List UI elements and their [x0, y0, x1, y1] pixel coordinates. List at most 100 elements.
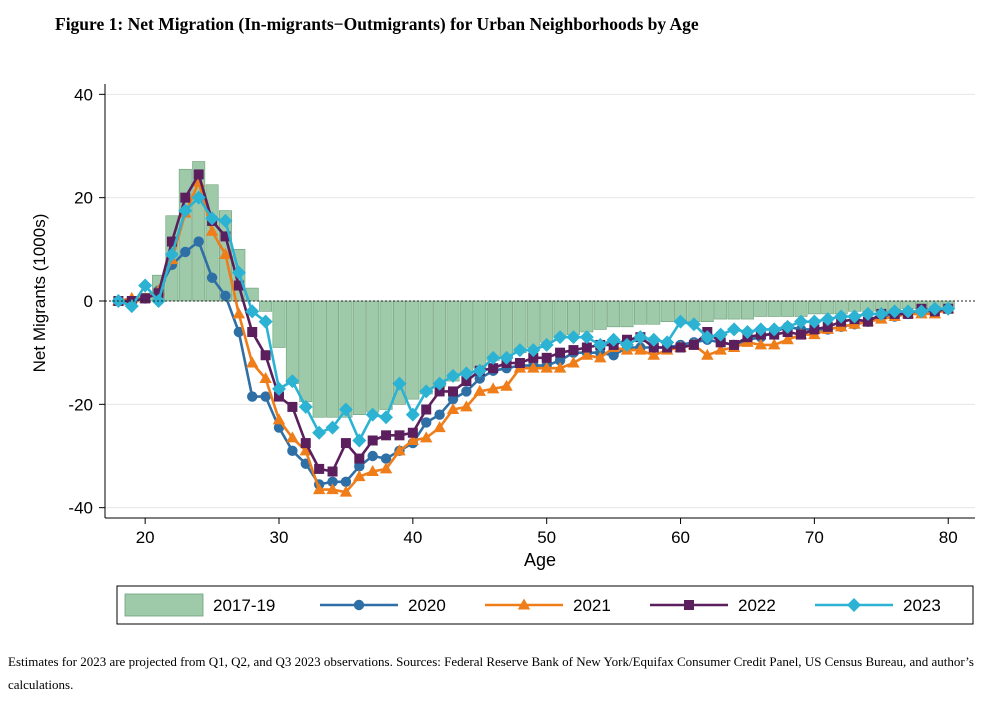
point-2022-age-30 — [274, 391, 284, 402]
point-2020-age-24 — [193, 236, 204, 247]
point-2022-age-29 — [260, 350, 271, 361]
y-tick-label: -20 — [68, 395, 93, 414]
point-2023-age-40 — [405, 407, 420, 422]
bar-2017-19-age-53 — [580, 300, 594, 333]
point-2021-age-30 — [272, 413, 286, 425]
point-2023-age-38 — [379, 410, 394, 425]
bar-2017-19-age-47 — [500, 300, 513, 359]
line-series — [111, 169, 956, 497]
point-2022-age-70 — [809, 324, 820, 335]
point-2020-age-31 — [287, 445, 298, 457]
point-2023-age-41 — [419, 384, 434, 399]
bar-2017-19-age-45 — [473, 300, 487, 369]
point-2023-age-28 — [245, 304, 260, 319]
point-2022-age-69 — [796, 329, 806, 340]
x-tick-label: 80 — [939, 528, 958, 547]
x-tick-label: 60 — [671, 528, 690, 547]
legend-swatch-marker-2021 — [517, 598, 531, 610]
point-2021-age-36 — [353, 470, 366, 482]
point-2023-age-65 — [740, 325, 755, 339]
point-2023-age-59 — [660, 335, 675, 350]
point-2023-age-32 — [298, 399, 313, 414]
bar-2017-19-age-33 — [312, 300, 326, 418]
bar-2017-19-age-59 — [660, 300, 674, 322]
bar-2017-19-age-52 — [567, 300, 580, 335]
point-2023-age-25 — [205, 211, 220, 226]
point-2023-age-47 — [499, 350, 514, 365]
legend-label-2022: 2022 — [738, 596, 776, 615]
point-2022-age-20 — [140, 293, 151, 304]
point-2023-age-27 — [231, 265, 246, 280]
point-2023-age-63 — [713, 327, 728, 342]
point-2022-age-35 — [340, 438, 351, 449]
point-2021-age-28 — [246, 356, 259, 368]
point-2023-age-29 — [258, 314, 273, 329]
x-tick-label: 40 — [403, 528, 422, 547]
bar-2017-19-age-39 — [393, 300, 406, 405]
point-2021-age-46 — [486, 382, 500, 394]
bar-2017-19-age-42 — [433, 300, 447, 387]
point-2023-age-44 — [459, 366, 474, 381]
point-2020-age-44 — [461, 386, 472, 397]
gridlines — [105, 93, 975, 509]
point-2021-age-53 — [580, 348, 594, 360]
bar-2017-19-age-67 — [767, 300, 781, 317]
bar-2017-19-age-37 — [366, 300, 380, 413]
bar-2017-19-age-38 — [379, 300, 393, 410]
point-2023-age-67 — [767, 322, 782, 337]
point-2022-age-64 — [729, 339, 740, 350]
point-2023-age-48 — [512, 343, 527, 358]
bar-2017-19-age-70 — [807, 300, 821, 315]
point-2021-age-49 — [527, 361, 540, 373]
point-2021-age-27 — [232, 307, 246, 319]
point-2020-age-36 — [354, 461, 365, 472]
bar-2017-19-age-66 — [754, 300, 768, 317]
bar-2017-19-age-55 — [607, 300, 621, 328]
point-2023-age-54 — [593, 337, 608, 352]
point-2021-age-58 — [647, 348, 660, 360]
point-2023-age-46 — [486, 350, 501, 365]
x-tick-label: 70 — [805, 528, 824, 547]
bar-2017-19-age-69 — [794, 300, 808, 317]
y-tick-label: 40 — [74, 85, 93, 104]
legend-swatch-marker-2023 — [847, 598, 861, 612]
point-2023-age-71 — [820, 312, 835, 327]
point-2022-age-43 — [448, 386, 458, 397]
point-2021-age-50 — [540, 361, 553, 373]
point-2023-age-78 — [914, 304, 929, 319]
x-tick-label: 50 — [537, 528, 556, 547]
bar-2017-19-age-58 — [647, 300, 661, 325]
point-2021-age-38 — [379, 462, 393, 474]
point-2023-age-61 — [686, 317, 701, 332]
point-2023-age-60 — [673, 314, 688, 329]
point-2022-age-53 — [581, 342, 592, 353]
bar-2017-19-age-71 — [821, 300, 835, 315]
point-2023-age-68 — [780, 319, 795, 334]
point-2023-age-57 — [633, 330, 648, 345]
bar-2017-19-age-63 — [714, 300, 728, 320]
point-2023-age-55 — [606, 332, 621, 347]
point-2023-age-30 — [272, 381, 286, 396]
point-2021-age-40 — [406, 434, 420, 445]
bar-2017-19-age-62 — [700, 300, 714, 322]
bar-2017-19-age-40 — [406, 300, 420, 400]
point-2023-age-50 — [539, 337, 554, 352]
point-2023-age-79 — [927, 301, 942, 316]
point-2022-age-24 — [193, 169, 204, 180]
point-2020-age-34 — [327, 476, 338, 488]
point-2023-age-20 — [138, 278, 153, 293]
bar-2017-19-age-35 — [339, 300, 353, 418]
point-2023-age-22 — [164, 247, 179, 262]
point-2022-age-36 — [354, 453, 365, 464]
point-2023-age-23 — [178, 203, 193, 218]
point-2022-age-39 — [394, 430, 405, 441]
bar-2017-19-age-32 — [299, 300, 313, 403]
point-2021-age-52 — [567, 356, 580, 368]
point-2023-age-19 — [124, 299, 139, 314]
point-2022-age-44 — [461, 376, 472, 387]
legend-swatch-marker-2022 — [684, 600, 694, 610]
bar-2017-19-age-30 — [272, 300, 286, 348]
bar-2017-19-age-57 — [633, 300, 647, 325]
point-2021-age-63 — [714, 343, 727, 355]
